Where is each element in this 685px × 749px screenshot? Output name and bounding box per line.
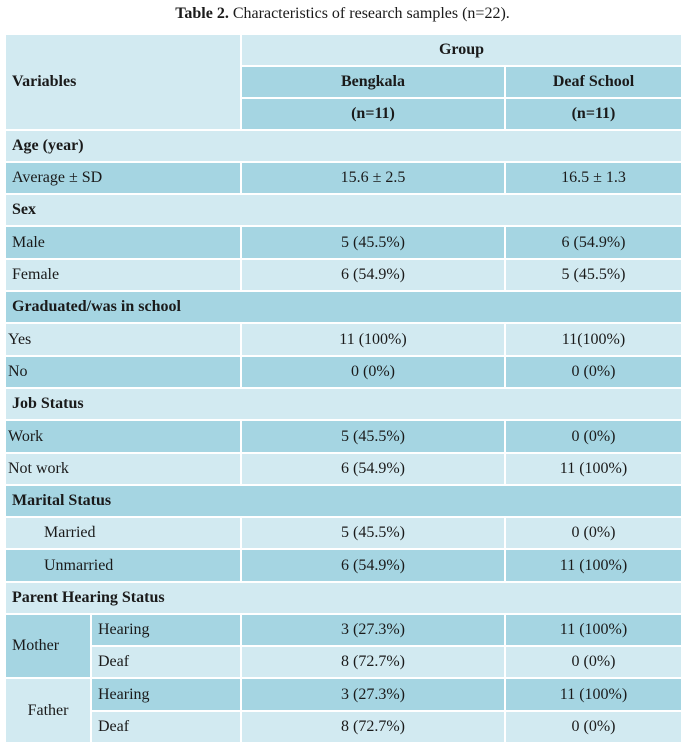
table-row: Male 5 (45.5%) 6 (54.9%) [4,225,683,260]
table-row: Deaf 8 (72.7%) 0 (0%) [5,710,683,744]
cell-bengkala: 3 (27.3%) [240,677,506,712]
cell-deaf-school: 16.5 ± 1.3 [504,161,683,195]
cell-deaf-school: 11 (100%) [504,452,683,486]
row-label: Not work [4,452,242,486]
characteristics-table: Variables Group Bengkala Deaf School (n=… [4,33,683,744]
caption-label: Table 2. [175,5,229,22]
header-bengkala: Bengkala [240,65,506,99]
header-bengkala-n: (n=11) [240,97,506,131]
cell-deaf-school: 11 (100%) [504,548,683,583]
group-label-father: Father [4,677,92,744]
cell-bengkala: 11 (100%) [240,322,506,357]
cell-deaf-school: 11 (100%) [504,677,683,712]
table-row: No 0 (0%) 0 (0%) [4,355,683,389]
header-deaf-school-n: (n=11) [504,97,683,131]
cell-deaf-school: 0 (0%) [504,645,683,679]
table-row: Father Hearing 3 (27.3%) 11 (100%) [4,677,683,744]
cell-bengkala: 6 (54.9%) [240,452,506,486]
cell-bengkala: 8 (72.7%) [240,710,506,744]
table-row: Female 6 (54.9%) 5 (45.5%) [4,258,683,292]
section-title-marital: Marital Status [4,484,683,518]
cell-bengkala: 5 (45.5%) [240,516,506,550]
cell-bengkala: 6 (54.9%) [240,548,506,583]
cell-deaf-school: 0 (0%) [504,419,683,454]
cell-deaf-school: 11 (100%) [504,613,683,647]
cell-bengkala: 8 (72.7%) [240,645,506,679]
table-row: Average ± SD 15.6 ± 2.5 16.5 ± 1.3 [4,161,683,195]
section-title-parent: Parent Hearing Status [4,581,683,615]
header-group: Group [240,33,683,67]
header-deaf-school: Deaf School [504,65,683,99]
row-label: Work [4,419,242,454]
cell-bengkala: 0 (0%) [240,355,506,389]
cell-bengkala: 15.6 ± 2.5 [240,161,506,195]
table-row: Yes 11 (100%) 11(100%) [4,322,683,357]
cell-bengkala: 5 (45.5%) [240,225,506,260]
section-title-sex: Sex [4,193,683,227]
row-label: Hearing [90,613,242,647]
row-label: Average ± SD [4,161,242,195]
group-label-mother: Mother [4,613,92,679]
table-row: Unmarried 6 (54.9%) 11 (100%) [4,548,683,583]
row-label: Deaf [90,710,242,744]
row-label: Deaf [90,645,242,679]
cell-bengkala: 5 (45.5%) [240,419,506,454]
row-label: Female [4,258,242,292]
row-label: Yes [4,322,242,357]
table-row: Not work 6 (54.9%) 11 (100%) [4,452,683,486]
table-row: Married 5 (45.5%) 0 (0%) [4,516,683,550]
table-row: Work 5 (45.5%) 0 (0%) [4,419,683,454]
cell-deaf-school: 11(100%) [504,322,683,357]
header-variables: Variables [4,33,242,131]
table-caption: Table 2. Characteristics of research sam… [0,4,685,24]
section-title-job: Job Status [4,387,683,421]
row-label: Hearing [90,677,242,712]
row-label: Unmarried [4,548,242,583]
table-row: Deaf 8 (72.7%) 0 (0%) [5,645,683,679]
cell-deaf-school: 5 (45.5%) [504,258,683,292]
section-title-school: Graduated/was in school [4,290,683,324]
cell-deaf-school: 0 (0%) [504,710,683,744]
row-label: Male [4,225,242,260]
caption-text: Characteristics of research samples (n=2… [228,5,510,22]
cell-bengkala: 3 (27.3%) [240,613,506,647]
table-row: Mother Hearing 3 (27.3%) 11 (100%) [4,613,683,679]
cell-deaf-school: 6 (54.9%) [504,225,683,260]
row-label: No [4,355,242,389]
cell-deaf-school: 0 (0%) [504,516,683,550]
cell-bengkala: 6 (54.9%) [240,258,506,292]
section-title-age: Age (year) [4,129,683,163]
cell-deaf-school: 0 (0%) [504,355,683,389]
row-label: Married [4,516,242,550]
